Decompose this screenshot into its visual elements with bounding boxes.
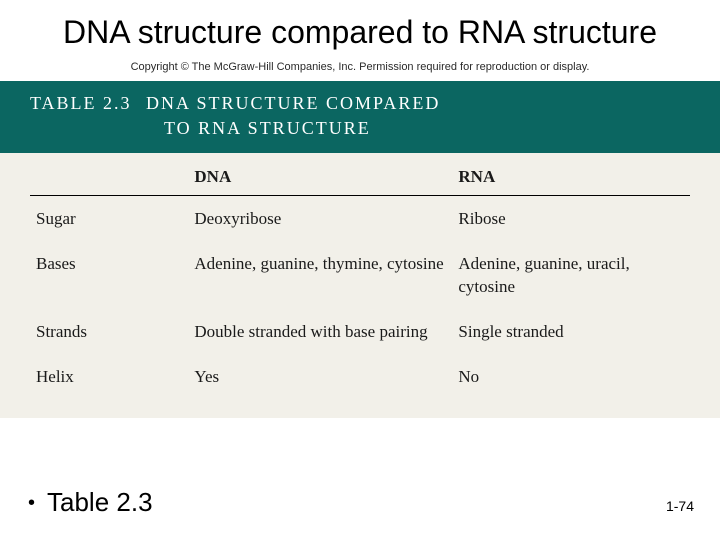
col-header-dna: DNA: [188, 153, 452, 196]
table-header-row: DNA RNA: [30, 153, 690, 196]
cell-dna: Deoxyribose: [188, 195, 452, 240]
slide: { "title": "DNA structure compared to RN…: [0, 0, 720, 540]
table-row: Helix Yes No: [30, 354, 690, 399]
col-header-blank: [30, 153, 188, 196]
row-label: Sugar: [30, 195, 188, 240]
row-label: Helix: [30, 354, 188, 399]
cell-rna: Adenine, guanine, uracil, cytosine: [452, 241, 690, 309]
bullet-icon: •: [28, 493, 35, 513]
cell-rna: Ribose: [452, 195, 690, 240]
table-row: Sugar Deoxyribose Ribose: [30, 195, 690, 240]
cell-dna: Double stranded with base pairing: [188, 309, 452, 354]
page-number: 1-74: [666, 498, 694, 514]
slide-title: DNA structure compared to RNA structure: [0, 0, 720, 57]
table-caption-line1: DNA STRUCTURE COMPARED: [146, 93, 440, 113]
row-label: Bases: [30, 241, 188, 309]
table-number-label: TABLE 2.3: [30, 93, 132, 113]
bullet-text: Table 2.3: [47, 487, 153, 518]
table-figure: TABLE 2.3 DNA STRUCTURE COMPARED TO RNA …: [0, 81, 720, 419]
table-header-band: TABLE 2.3 DNA STRUCTURE COMPARED TO RNA …: [0, 81, 720, 153]
copyright-line: Copyright © The McGraw-Hill Companies, I…: [0, 61, 720, 73]
table-row: Bases Adenine, guanine, thymine, cytosin…: [30, 241, 690, 309]
cell-rna: Single stranded: [452, 309, 690, 354]
col-header-rna: RNA: [452, 153, 690, 196]
cell-dna: Yes: [188, 354, 452, 399]
comparison-table: DNA RNA Sugar Deoxyribose Ribose Bases A…: [30, 153, 690, 399]
cell-dna: Adenine, guanine, thymine, cytosine: [188, 241, 452, 309]
cell-rna: No: [452, 354, 690, 399]
bullet-caption: • Table 2.3: [28, 487, 153, 518]
table-row: Strands Double stranded with base pairin…: [30, 309, 690, 354]
table-body-wrap: DNA RNA Sugar Deoxyribose Ribose Bases A…: [0, 153, 720, 419]
table-caption-line2: TO RNA STRUCTURE: [164, 118, 690, 139]
row-label: Strands: [30, 309, 188, 354]
